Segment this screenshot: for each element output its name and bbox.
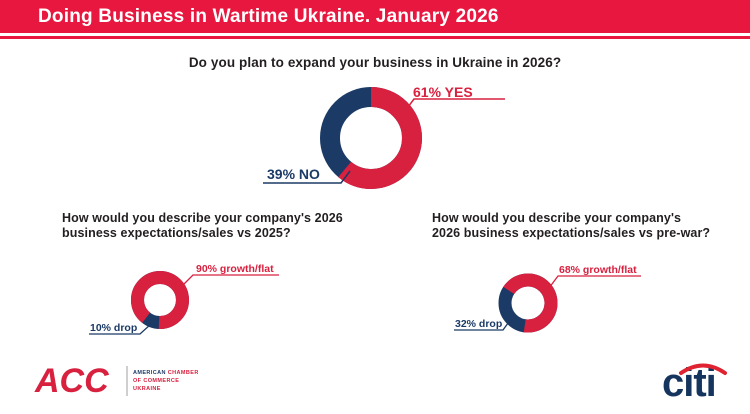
donut1-yes-leader-line (401, 98, 505, 116)
acc-wordmark-line3: UKRAINE (133, 386, 161, 392)
question-vs-prewar-line2: 2026 business expectations/sales vs pre-… (432, 226, 711, 240)
donut2-drop-leader-line (89, 323, 152, 335)
label-growth-90: 90% growth/flat (196, 263, 274, 275)
header-rule (0, 36, 750, 39)
donut3-growth-leader-line (548, 275, 641, 289)
question-vs-2025: How would you describe your company's 20… (62, 211, 343, 241)
acc-logo-divider (126, 366, 128, 396)
question-vs-prewar: How would you describe your company's 20… (432, 211, 710, 241)
label-drop-32: 32% drop (455, 318, 503, 330)
label-no-39: 39% NO (267, 166, 320, 182)
acc-logo-wordmark: AMERICAN CHAMBER OF COMMERCE UKRAINE (133, 369, 199, 393)
label-growth-68: 68% growth/flat (559, 264, 637, 276)
donut2-growth-arc (131, 271, 189, 329)
acc-wordmark-line1: AMERICAN CHAMBER (133, 369, 199, 377)
donut3-growth-arc (498, 273, 558, 333)
acc-wordmark-chamber: CHAMBER (167, 370, 199, 376)
question-vs-2025-line1: How would you describe your company's 20… (62, 211, 343, 225)
question-vs-prewar-line1: How would you describe your company's (432, 211, 682, 225)
page-title: Doing Business in Wartime Ukraine. Janua… (38, 5, 499, 27)
citi-arc-icon (679, 363, 727, 375)
question-vs-2025-line2: business expectations/sales vs 2025? (62, 226, 291, 240)
donut3-drop-leader-line (454, 318, 512, 331)
header-band: Doing Business in Wartime Ukraine. Janua… (0, 0, 750, 33)
label-drop-10: 10% drop (90, 322, 138, 334)
donut1-yes-arc (320, 87, 422, 189)
donut-vs-prewar (454, 273, 641, 333)
acc-logo: ACC (35, 362, 109, 400)
donut1-no-leader-line (263, 170, 351, 184)
donut-vs-2025 (89, 271, 279, 335)
label-yes-61: 61% YES (413, 84, 473, 100)
acc-wordmark-american: AMERICAN (133, 370, 166, 376)
donut-expand-2026 (263, 87, 505, 189)
acc-wordmark-line2: OF COMMERCE (133, 378, 180, 384)
question-expand-business: Do you plan to expand your business in U… (188, 55, 562, 70)
donut2-growth-leader-line (183, 274, 279, 285)
